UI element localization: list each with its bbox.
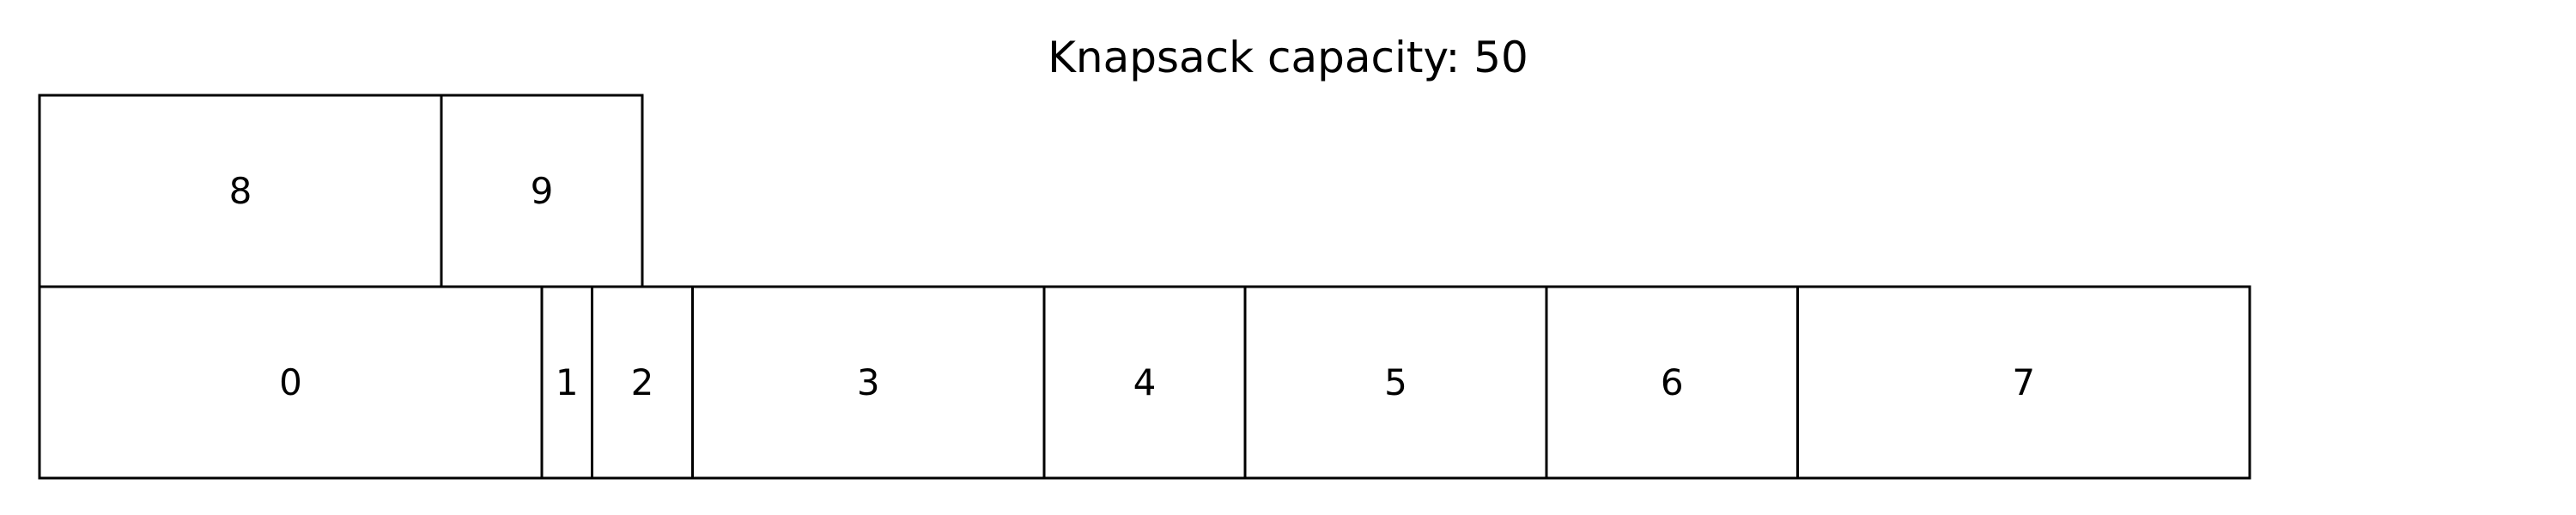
item-label-5: 5 [1384, 361, 1407, 403]
item-rect-1 [540, 285, 593, 480]
item-box-4: 4 [1042, 285, 1247, 480]
item-rect-3 [691, 285, 1046, 480]
item-box-0: 0 [38, 285, 544, 480]
item-rect-8 [38, 94, 443, 288]
item-box-8: 8 [38, 94, 443, 288]
item-label-6: 6 [1661, 361, 1684, 403]
item-box-9: 9 [440, 94, 644, 288]
item-label-4: 4 [1133, 361, 1157, 403]
item-rect-2 [591, 285, 694, 480]
item-box-6: 6 [1545, 285, 1799, 480]
item-label-3: 3 [857, 361, 880, 403]
item-label-9: 9 [531, 170, 554, 212]
item-box-3: 3 [691, 285, 1046, 480]
item-box-5: 5 [1243, 285, 1548, 480]
item-box-7: 7 [1796, 285, 2251, 480]
item-rect-5 [1243, 285, 1548, 480]
item-label-1: 1 [556, 361, 579, 403]
item-rect-0 [38, 285, 544, 480]
item-label-2: 2 [631, 361, 654, 403]
item-rect-6 [1545, 285, 1799, 480]
item-label-8: 8 [229, 170, 252, 212]
item-box-2: 2 [591, 285, 694, 480]
item-label-0: 0 [279, 361, 302, 403]
item-rect-9 [440, 94, 644, 288]
item-box-1: 1 [540, 285, 593, 480]
diagram-title: Knapsack capacity: 50 [1048, 33, 1528, 82]
item-label-7: 7 [2012, 361, 2035, 403]
item-rect-7 [1796, 285, 2251, 480]
item-rect-4 [1042, 285, 1247, 480]
